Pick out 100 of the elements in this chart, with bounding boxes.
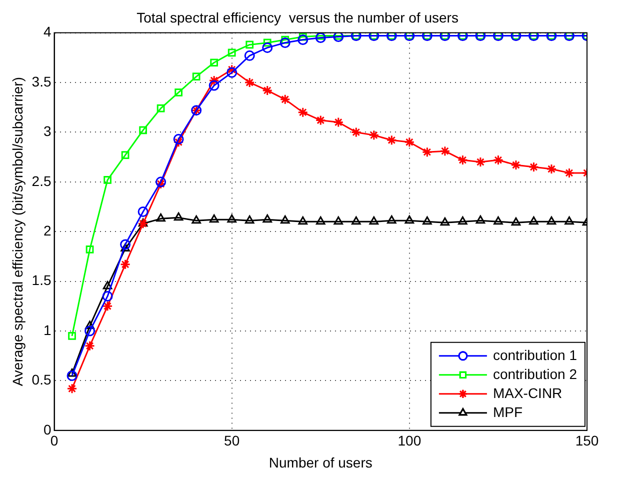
point <box>173 136 184 148</box>
point <box>263 38 272 47</box>
point <box>244 50 255 61</box>
point <box>368 130 380 140</box>
point <box>315 115 326 126</box>
point <box>262 214 272 223</box>
point <box>298 107 308 118</box>
point <box>121 151 130 159</box>
point <box>511 217 521 226</box>
point <box>334 216 344 225</box>
point <box>244 77 255 88</box>
point <box>387 215 396 224</box>
point <box>315 32 326 44</box>
point <box>404 136 415 148</box>
point <box>458 216 468 225</box>
point <box>492 154 504 166</box>
point <box>209 214 219 223</box>
y-tick-label: 2 <box>43 222 52 238</box>
point <box>226 64 238 75</box>
point <box>546 216 556 225</box>
point <box>138 206 148 217</box>
point <box>208 80 220 91</box>
point <box>68 332 76 340</box>
point <box>102 281 112 290</box>
point <box>120 259 131 270</box>
point <box>120 239 131 250</box>
point <box>156 104 165 112</box>
point <box>422 216 432 225</box>
point <box>528 162 539 172</box>
point <box>386 134 397 146</box>
point <box>156 213 166 222</box>
y-tick-label: 0 <box>43 421 52 438</box>
x-tick-label: 150 <box>575 432 599 449</box>
point <box>244 215 254 224</box>
y-tick-label: 2.5 <box>32 172 52 189</box>
point <box>66 370 78 381</box>
point <box>227 214 236 223</box>
x-axis-title: Number of users <box>268 454 372 470</box>
point <box>210 58 218 67</box>
chart-title: Total spectral efficiency versus the number of users <box>136 9 458 26</box>
point <box>440 217 450 226</box>
point <box>564 216 574 225</box>
point <box>246 40 254 49</box>
point <box>226 67 238 78</box>
x-tick-label: 100 <box>398 432 422 449</box>
point <box>476 215 486 224</box>
point <box>262 85 273 96</box>
point <box>139 126 147 134</box>
point <box>174 88 182 96</box>
point <box>174 212 184 221</box>
legend-label: contribution 2 <box>492 366 578 382</box>
point <box>422 146 432 158</box>
point <box>298 34 308 46</box>
point <box>280 215 290 224</box>
point <box>475 156 486 168</box>
y-tick-label: 1.5 <box>32 272 52 288</box>
point <box>85 320 94 330</box>
point <box>192 72 200 80</box>
point <box>404 215 414 224</box>
point <box>529 216 538 225</box>
point <box>281 36 290 44</box>
point <box>84 326 96 336</box>
point <box>262 42 273 53</box>
y-tick-label: 3 <box>43 123 52 140</box>
point <box>280 37 290 48</box>
point <box>298 32 307 41</box>
point <box>298 216 308 225</box>
point <box>564 168 574 178</box>
point <box>86 246 94 254</box>
point <box>457 154 468 166</box>
point <box>510 160 522 170</box>
point <box>546 164 557 174</box>
point <box>192 215 201 224</box>
point <box>67 368 77 377</box>
point <box>333 117 344 128</box>
y-tick-label: 4 <box>43 24 52 40</box>
point <box>120 243 130 252</box>
legend-label: MAX-CINR <box>492 384 562 401</box>
y-tick-label: 1 <box>43 322 52 338</box>
legend-label: MPF <box>492 404 523 420</box>
point <box>102 290 113 302</box>
point <box>228 48 236 57</box>
y-tick-label: 3.5 <box>32 73 52 90</box>
y-axis-title: Average spectral efficiency (bit/symbol/subcarrier) <box>9 77 26 386</box>
point <box>280 94 290 105</box>
x-tick-label: 50 <box>224 432 240 449</box>
point <box>104 176 112 184</box>
point <box>333 32 344 42</box>
point <box>102 300 113 312</box>
point <box>352 216 361 225</box>
point <box>494 216 503 225</box>
point <box>350 126 362 138</box>
point <box>369 216 379 225</box>
y-tick-label: 0.5 <box>32 372 52 388</box>
point <box>66 383 78 394</box>
point <box>316 216 326 225</box>
point <box>208 75 220 86</box>
legend-label: contribution 1 <box>492 346 578 363</box>
point <box>440 146 450 156</box>
point <box>84 340 96 352</box>
